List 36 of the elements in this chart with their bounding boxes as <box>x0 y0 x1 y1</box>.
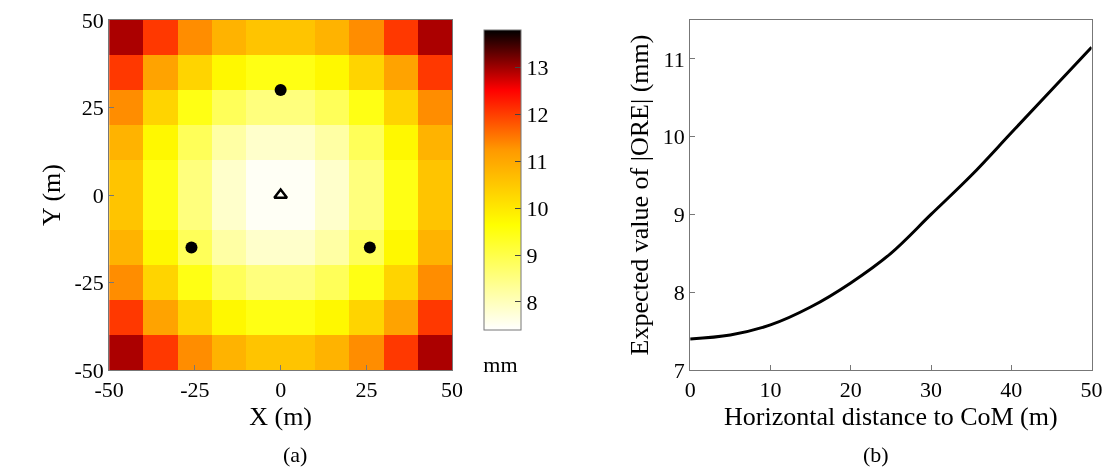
y-tick-label: 7 <box>673 357 685 383</box>
color-bar-label: 11 <box>526 148 548 174</box>
color-bar-label: 10 <box>526 195 549 221</box>
y-tick-label: -25 <box>74 270 104 296</box>
y-tick-label: 8 <box>673 279 685 305</box>
x-tick-label: 40 <box>1000 377 1023 403</box>
y-axis-title: Y (m) <box>36 164 66 226</box>
color-bar-label: 12 <box>526 102 549 128</box>
color-bar-label: 13 <box>526 55 549 81</box>
x-tick-label: 50 <box>441 377 464 403</box>
y-tick-label: 25 <box>81 95 104 121</box>
y-tick-label: 50 <box>81 7 104 33</box>
text: (b) <box>863 442 889 467</box>
x-tick-label: -25 <box>180 377 210 403</box>
line-series <box>690 45 1092 341</box>
x-tick-label: 20 <box>839 377 862 403</box>
y-tick-label: 9 <box>673 202 685 228</box>
y-tick-label: -50 <box>74 357 104 383</box>
y-tick-label: 10 <box>662 124 685 150</box>
x-tick-label: 25 <box>355 377 378 403</box>
y-tick-label: 0 <box>92 182 104 208</box>
point <box>274 84 287 96</box>
x-axis-title: X (m) <box>249 402 313 432</box>
y-tick-label: 11 <box>663 46 685 72</box>
x-axis-title: Horizontal distance to CoM (m) <box>724 402 1058 432</box>
x-tick-label: 10 <box>759 377 782 403</box>
point <box>363 241 376 254</box>
color-bar-label: 8 <box>526 289 538 315</box>
color-bar-title: mm <box>483 352 518 377</box>
text: (a) <box>283 442 308 467</box>
x-tick-label: 30 <box>920 377 943 403</box>
y-axis-title: Expected value of |ORE| (mm) <box>625 34 655 356</box>
x-tick-label: 0 <box>275 377 287 403</box>
color-bar-label: 9 <box>526 242 538 268</box>
x-tick-label: 50 <box>1080 377 1103 403</box>
point <box>185 241 198 254</box>
